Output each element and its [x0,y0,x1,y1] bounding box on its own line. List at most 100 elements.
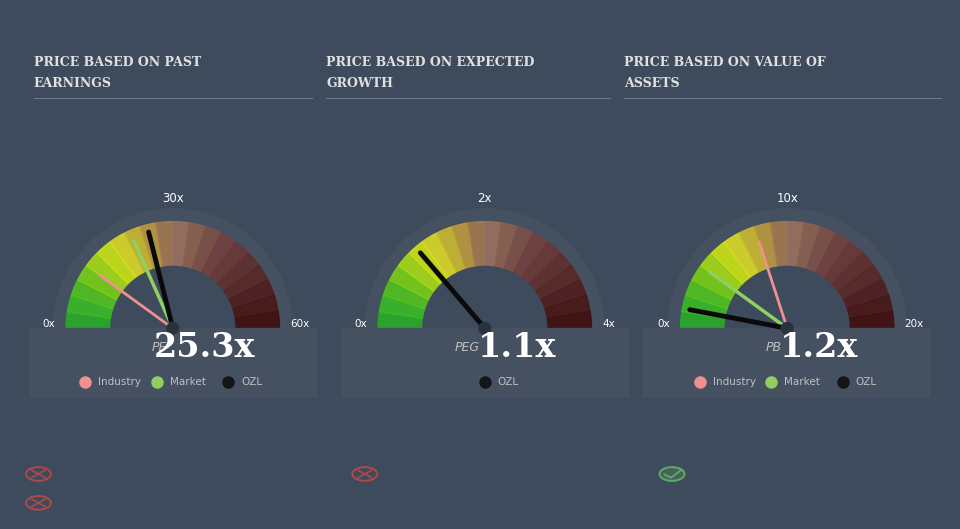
Wedge shape [815,233,850,278]
Wedge shape [228,280,275,309]
Bar [668,329,906,387]
Wedge shape [192,227,221,273]
Wedge shape [110,233,145,278]
Wedge shape [797,223,820,269]
Wedge shape [529,253,571,292]
Wedge shape [182,223,205,269]
Bar [29,329,317,398]
Wedge shape [846,295,893,318]
Wedge shape [97,242,136,285]
Wedge shape [546,312,591,329]
Wedge shape [513,233,547,278]
Text: 1.1x: 1.1x [478,331,556,364]
Wedge shape [209,242,249,285]
Wedge shape [468,222,485,267]
Wedge shape [831,253,874,292]
Text: 2x: 2x [477,191,492,205]
Wedge shape [390,266,435,300]
Bar [54,329,292,387]
Wedge shape [725,233,759,278]
Wedge shape [824,242,863,285]
Wedge shape [78,266,123,300]
Wedge shape [521,242,561,285]
Text: Industry: Industry [712,377,756,387]
Circle shape [167,322,179,334]
Text: PEG: PEG [454,341,479,354]
Circle shape [660,467,684,481]
Circle shape [781,322,793,334]
Wedge shape [504,227,533,273]
Wedge shape [806,227,835,273]
Wedge shape [849,312,894,329]
Wedge shape [837,266,882,300]
Text: OZL: OZL [497,377,518,387]
Wedge shape [67,295,114,318]
Wedge shape [140,223,163,269]
Wedge shape [771,222,787,267]
Wedge shape [217,253,259,292]
Text: OZL: OZL [855,377,876,387]
Wedge shape [437,227,466,273]
Text: PE: PE [152,341,167,354]
Text: Market: Market [784,377,820,387]
Wedge shape [173,222,189,267]
Wedge shape [156,222,173,267]
Text: 25.3x: 25.3x [155,331,255,364]
Wedge shape [54,209,292,329]
Wedge shape [485,222,501,267]
Text: Market: Market [170,377,205,387]
Wedge shape [842,280,889,309]
Wedge shape [378,312,423,329]
Wedge shape [234,312,279,329]
Text: 0x: 0x [355,319,368,329]
Text: 1.2x: 1.2x [780,331,858,364]
Wedge shape [66,312,111,329]
Text: PRICE BASED ON EXPECTED: PRICE BASED ON EXPECTED [326,56,535,69]
Wedge shape [685,280,732,309]
Wedge shape [125,227,154,273]
Text: 60x: 60x [290,319,309,329]
Wedge shape [223,266,268,300]
Circle shape [423,267,546,390]
Wedge shape [231,295,278,318]
Wedge shape [452,223,475,269]
Text: GROWTH: GROWTH [326,77,394,90]
Circle shape [479,322,491,334]
Wedge shape [383,280,430,309]
Text: PRICE BASED ON VALUE OF: PRICE BASED ON VALUE OF [624,56,826,69]
Wedge shape [201,233,235,278]
Wedge shape [71,280,118,309]
Wedge shape [543,295,590,318]
Wedge shape [422,233,457,278]
Text: EARNINGS: EARNINGS [34,77,111,90]
Wedge shape [682,295,729,318]
Wedge shape [701,253,743,292]
Wedge shape [366,209,604,329]
Wedge shape [711,242,751,285]
Circle shape [726,267,849,390]
Wedge shape [379,295,426,318]
Wedge shape [540,280,587,309]
Wedge shape [668,209,906,329]
Text: Industry: Industry [98,377,141,387]
Text: 4x: 4x [602,319,615,329]
Text: ASSETS: ASSETS [624,77,680,90]
Wedge shape [494,223,517,269]
Wedge shape [692,266,737,300]
Text: 0x: 0x [658,319,670,329]
Wedge shape [398,253,441,292]
Text: PB: PB [766,341,781,354]
Text: 30x: 30x [162,191,183,205]
Bar [341,329,629,398]
Wedge shape [787,222,804,267]
Bar [366,329,604,387]
Wedge shape [86,253,129,292]
Text: PRICE BASED ON PAST: PRICE BASED ON PAST [34,56,201,69]
Wedge shape [409,242,448,285]
Wedge shape [739,227,768,273]
Text: 10x: 10x [777,191,798,205]
Bar [643,329,931,398]
Text: OZL: OZL [241,377,262,387]
Text: 20x: 20x [904,319,924,329]
Text: 0x: 0x [43,319,56,329]
